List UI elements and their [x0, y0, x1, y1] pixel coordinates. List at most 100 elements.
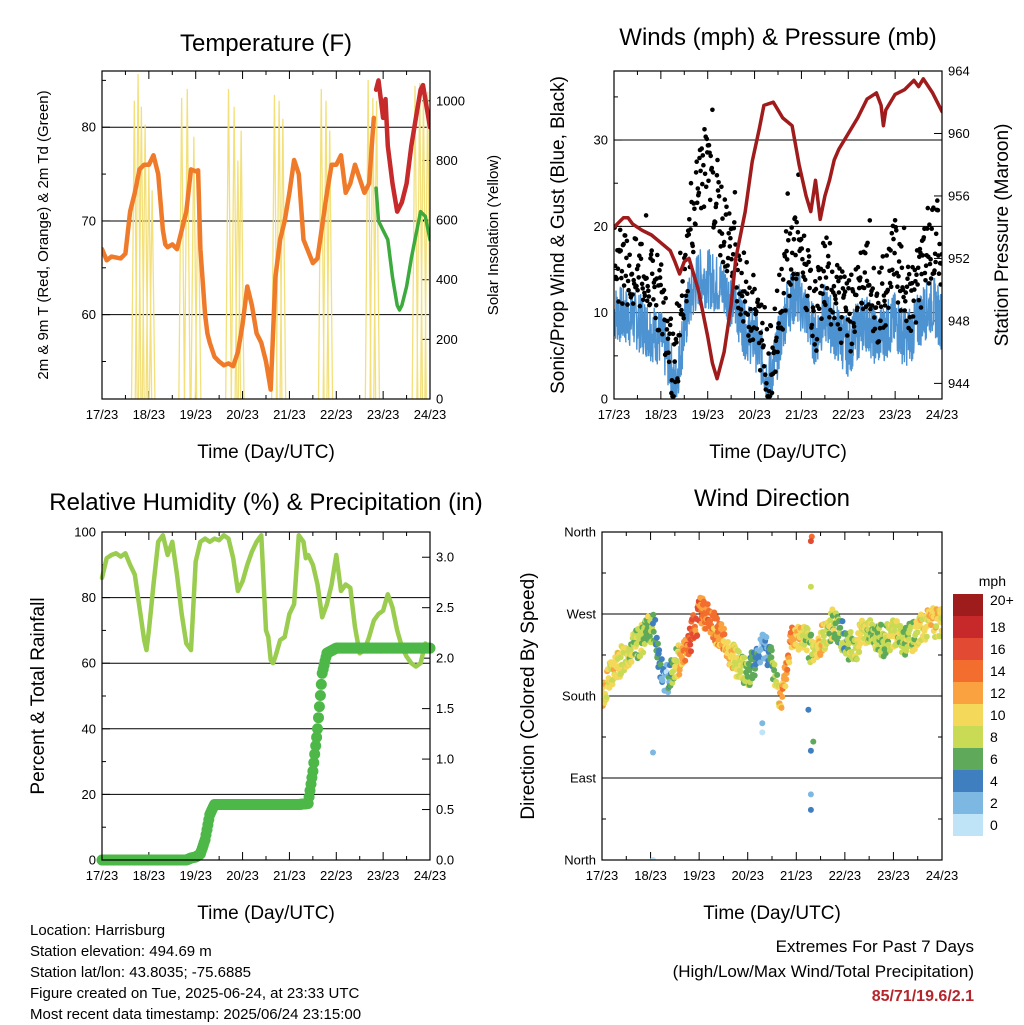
gust-dot	[630, 292, 635, 297]
direction-dot	[928, 622, 935, 629]
gust-dot	[775, 349, 780, 355]
gust-dot	[892, 250, 897, 256]
direction-dot-outlier	[807, 583, 814, 590]
gust-dot	[901, 225, 907, 231]
gust-dot	[694, 200, 700, 206]
temperature-xtick-label: 24/23	[414, 407, 447, 422]
direction-dot	[785, 655, 792, 661]
gust-dot	[799, 246, 805, 251]
gust-dot	[693, 222, 698, 227]
gust-dot	[867, 282, 872, 288]
direction-ytick-label: North	[564, 525, 596, 540]
colorbar-label: 8	[990, 729, 998, 745]
gust-dot	[854, 292, 859, 298]
humidity-ytick-label: 0	[89, 853, 96, 868]
gust-dot	[774, 335, 779, 341]
gust-dot	[734, 299, 740, 304]
rain-dot	[312, 723, 323, 735]
temperature-ytick-right-label: 400	[436, 272, 458, 287]
gust-dot	[653, 315, 658, 321]
gust-dot	[827, 315, 832, 320]
gust-dot	[625, 302, 630, 307]
gust-dot	[776, 321, 781, 326]
direction-dot	[656, 647, 663, 654]
winds-ytick-label: 20	[594, 219, 608, 234]
colorbar-swatch	[953, 770, 983, 792]
gust-dot	[935, 198, 940, 203]
gust-dot	[624, 238, 630, 244]
rain-dots	[96, 642, 436, 866]
gust-dot	[661, 300, 666, 305]
gust-dot	[831, 283, 837, 289]
gust-dot	[921, 235, 927, 240]
gust-dot	[754, 309, 759, 314]
direction-dot	[721, 625, 727, 632]
gust-dot	[688, 227, 693, 232]
gust-dot	[804, 307, 810, 313]
gust-dot	[650, 258, 656, 264]
gust-dot	[913, 320, 919, 325]
direction-xtick-label: 23/23	[877, 868, 910, 883]
gust-dot	[859, 300, 865, 306]
colorbar-label: 2	[990, 795, 998, 811]
gust-dot	[837, 266, 842, 271]
winds-ytick-label: 0	[601, 392, 608, 407]
gust-dot	[706, 178, 711, 184]
direction-dot	[839, 618, 846, 625]
gust-dot	[915, 282, 920, 287]
gust-dot	[820, 291, 825, 297]
solar-spike	[183, 88, 191, 399]
direction-dot	[718, 621, 725, 628]
temperature-xtick-label: 19/23	[179, 407, 212, 422]
gust-dot	[832, 315, 837, 321]
direction-dot-outlier	[759, 729, 766, 736]
gust-dot	[784, 257, 790, 262]
humidity-ylabel: Percent & Total Rainfall	[28, 597, 49, 794]
gust-dot	[761, 343, 766, 348]
direction-dot	[658, 656, 665, 663]
humidity-xtick-label: 24/23	[414, 868, 447, 883]
gust-dot	[744, 260, 749, 265]
extremes-value: 85/71/19.6/2.1	[871, 988, 974, 1005]
rain-dot	[307, 765, 319, 777]
gust-dot	[939, 261, 942, 266]
gust-dots	[614, 107, 942, 399]
gust-dot	[808, 267, 814, 273]
direction-ytick-label: North	[564, 853, 596, 868]
gust-dot	[679, 307, 684, 313]
gust-dot	[900, 287, 906, 293]
gust-dot	[874, 291, 880, 297]
direction-xtick-label: 20/23	[731, 868, 764, 883]
gust-dot	[635, 287, 640, 293]
gust-dot	[764, 381, 769, 386]
gust-dot	[620, 301, 625, 306]
gust-dot	[885, 287, 891, 293]
gust-dot	[789, 225, 794, 230]
direction-dot	[688, 648, 694, 655]
direction-dot	[702, 625, 709, 632]
gust-dot	[813, 279, 818, 284]
gust-dot	[780, 277, 786, 282]
gust-dot	[880, 254, 886, 259]
winds-ytick-right-label: 944	[948, 376, 970, 391]
gust-dot	[649, 271, 655, 277]
speed-colorbar: mph 20+ 18 16 14 12 10 8 6 4 2 0	[953, 573, 1014, 836]
gust-dot	[883, 323, 888, 328]
gust-dot	[626, 263, 632, 269]
rain-dot	[309, 748, 321, 760]
temperature-ytick-label: 60	[82, 307, 96, 322]
direction-dot	[627, 646, 634, 653]
gust-dot	[867, 218, 873, 223]
gust-dot	[838, 275, 843, 280]
gust-dot	[714, 201, 719, 207]
direction-dot	[768, 647, 775, 654]
rain-dot	[313, 712, 324, 724]
temperature-xtick-label: 21/23	[273, 407, 306, 422]
gust-dot	[647, 302, 653, 307]
gust-dot	[651, 297, 656, 302]
gust-dot	[625, 278, 631, 284]
gust-dot	[935, 207, 941, 213]
gust-dot	[827, 240, 833, 246]
gust-dot	[911, 298, 916, 304]
gust-dot	[677, 332, 683, 338]
